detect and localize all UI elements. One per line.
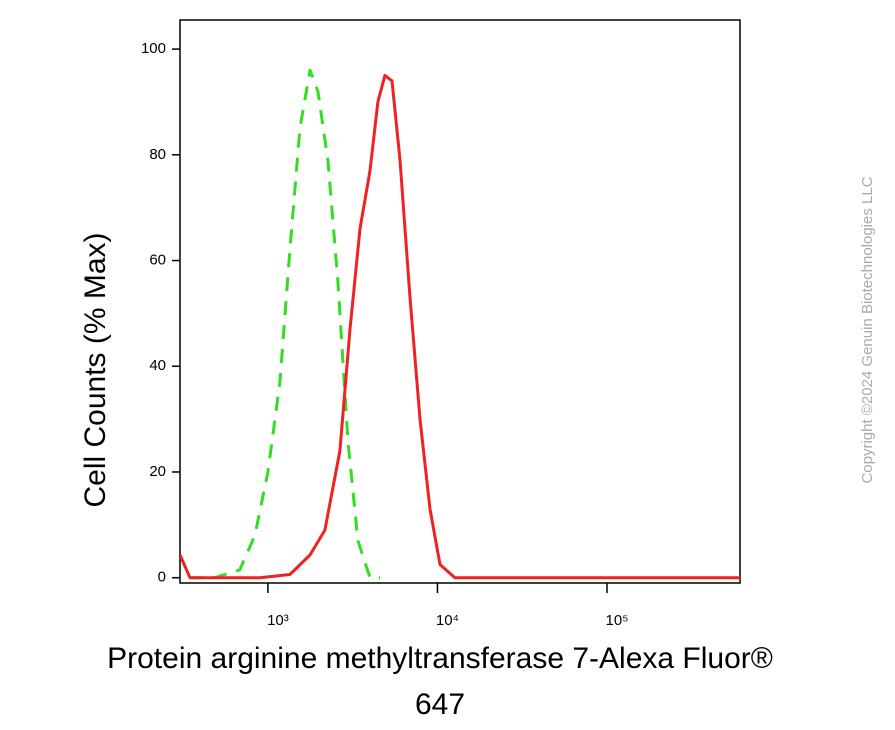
plot-frame — [179, 19, 741, 584]
y-tick-label: 60 — [149, 251, 166, 268]
x-tick-label: 10⁴ — [436, 612, 459, 629]
x-tick-label: 10⁵ — [606, 612, 629, 629]
x-tick-label: 10³ — [267, 612, 289, 629]
y-tick-label: 0 — [158, 569, 166, 586]
x-axis-label: 647 — [415, 688, 465, 721]
y-tick-label: 80 — [149, 146, 166, 163]
y-tick-label: 40 — [149, 357, 166, 374]
plot-area — [180, 68, 740, 580]
y-tick-label: 20 — [149, 463, 166, 480]
series-line — [180, 74, 740, 580]
series-line — [180, 68, 380, 580]
y-axis-label: Cell Counts (% Max) — [79, 232, 112, 507]
x-axis-label: Protein arginine methyltransferase 7-Ale… — [107, 642, 773, 675]
y-tick-label: 100 — [141, 40, 166, 57]
copyright: Copyright ©2024 Genuin Biotechnologies L… — [859, 176, 876, 483]
